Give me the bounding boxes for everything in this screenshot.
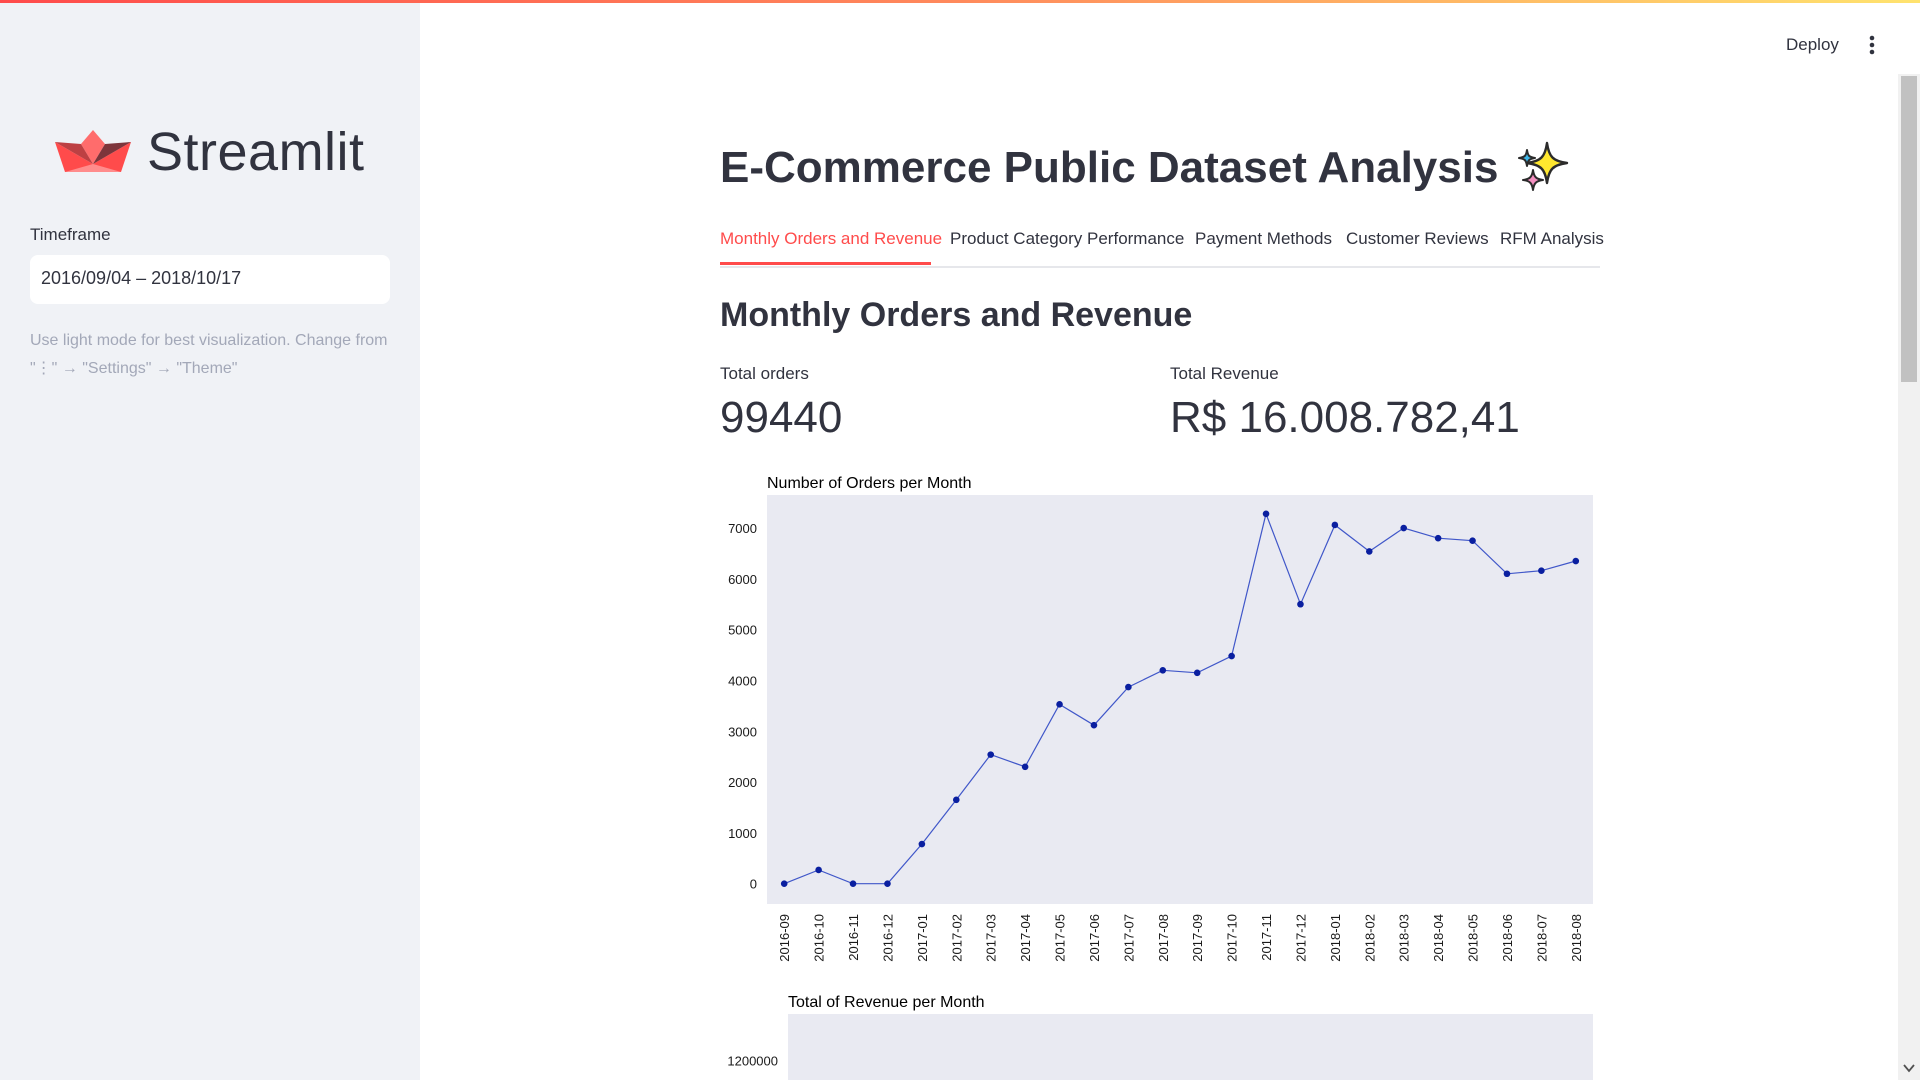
x-tick-label: 2017-10 [1225,914,1240,962]
scroll-down-arrow-icon[interactable] [1903,1063,1915,1073]
data-point [815,867,822,874]
data-point [884,880,891,887]
brand-name: Streamlit [147,121,365,183]
x-tick-label: 2016-10 [812,914,827,962]
data-point [919,841,926,848]
x-tick-label: 2017-09 [1190,914,1205,962]
data-point [1504,570,1511,577]
active-tab-indicator [720,262,931,265]
data-point [850,880,857,887]
data-point [1538,567,1545,574]
metric-total-revenue-label: Total Revenue [1170,364,1279,384]
streamlit-crown-icon [55,130,131,174]
tab-product-category-performance[interactable]: Product Category Performance [950,229,1184,249]
revenue-per-month-chart: Total of Revenue per Month12000001000000 [720,990,1600,1080]
x-tick-label: 2018-08 [1569,914,1584,962]
section-title: Monthly Orders and Revenue [720,296,1192,335]
scrollbar-thumb[interactable] [1901,76,1917,382]
x-tick-label: 2017-02 [949,914,964,962]
theme-hint-text: Use light mode for best visualization. C… [30,327,390,383]
y-tick-label: 0 [750,877,757,892]
x-tick-label: 2018-03 [1397,914,1412,962]
plot-area [767,495,1593,904]
x-tick-label: 2018-06 [1500,914,1515,962]
y-tick-label: 5000 [728,623,757,638]
x-tick-label: 2017-08 [1156,914,1171,962]
x-tick-label: 2017-01 [915,914,930,962]
y-tick-label: 3000 [728,724,757,739]
plot-area [788,1014,1593,1080]
data-point [1056,701,1063,708]
page-title: E-Commerce Public Dataset Analysis [720,140,1570,196]
data-point [1400,525,1407,532]
data-point [1469,537,1476,544]
page-title-text: E-Commerce Public Dataset Analysis [720,143,1498,193]
metric-total-revenue-value: R$ 16.008.782,41 [1170,393,1520,443]
y-tick-label: 2000 [728,775,757,790]
chart-title: Number of Orders per Month [767,475,972,492]
data-point [1297,601,1304,608]
sparkles-icon [1514,140,1570,196]
x-tick-label: 2016-11 [846,914,861,961]
data-point [987,751,994,758]
tab-rfm-analysis[interactable]: RFM Analysis [1500,229,1604,249]
data-point [1194,670,1201,677]
data-point [1125,684,1132,691]
tab-payment-methods[interactable]: Payment Methods [1195,229,1332,249]
y-tick-label: 7000 [728,521,757,536]
data-point [1435,535,1442,542]
x-tick-label: 2016-09 [777,914,792,962]
data-point [1228,653,1235,660]
y-tick-label: 6000 [728,572,757,587]
y-tick-label: 1000 [728,826,757,841]
sidebar: Streamlit Timeframe 2016/09/04 – 2018/10… [0,3,420,1080]
y-tick-label: 4000 [728,673,757,688]
data-point [1159,667,1166,674]
tab-monthly-orders-revenue[interactable]: Monthly Orders and Revenue [720,229,942,249]
x-tick-label: 2017-12 [1293,914,1308,962]
data-point [1091,722,1098,729]
streamlit-logo: Streamlit [55,121,365,183]
timeframe-label: Timeframe [30,225,111,245]
x-tick-label: 2018-04 [1431,914,1446,962]
y-tick-label: 1200000 [727,1054,778,1069]
data-point [1263,510,1270,517]
x-tick-label: 2017-05 [1053,914,1068,962]
x-tick-label: 2017-06 [1087,914,1102,962]
chart-title: Total of Revenue per Month [788,994,985,1011]
x-tick-label: 2018-07 [1534,914,1549,962]
data-point [781,880,788,887]
tab-bar: Monthly Orders and Revenue Product Categ… [720,226,1600,268]
x-tick-label: 2017-11 [1259,914,1274,961]
data-point [953,797,960,804]
data-point [1366,548,1373,555]
tab-customer-reviews[interactable]: Customer Reviews [1346,229,1489,249]
x-tick-label: 2018-02 [1362,914,1377,962]
x-tick-label: 2017-03 [984,914,999,962]
x-tick-label: 2017-07 [1121,914,1136,962]
x-tick-label: 2017-04 [1018,914,1033,962]
data-point [1022,764,1029,771]
timeframe-date-input[interactable]: 2016/09/04 – 2018/10/17 [30,255,390,304]
data-point [1332,522,1339,529]
metric-total-orders-value: 99440 [720,393,842,443]
more-vert-icon[interactable] [1862,33,1882,57]
data-point [1572,558,1579,565]
deploy-button[interactable]: Deploy [1786,35,1839,55]
x-tick-label: 2018-01 [1328,914,1343,962]
metric-total-orders-label: Total orders [720,364,809,384]
x-tick-label: 2016-12 [880,914,895,962]
x-tick-label: 2018-05 [1466,914,1481,962]
orders-per-month-chart: Number of Orders per Month 0 1000 2000 3000 4… [720,470,1600,970]
